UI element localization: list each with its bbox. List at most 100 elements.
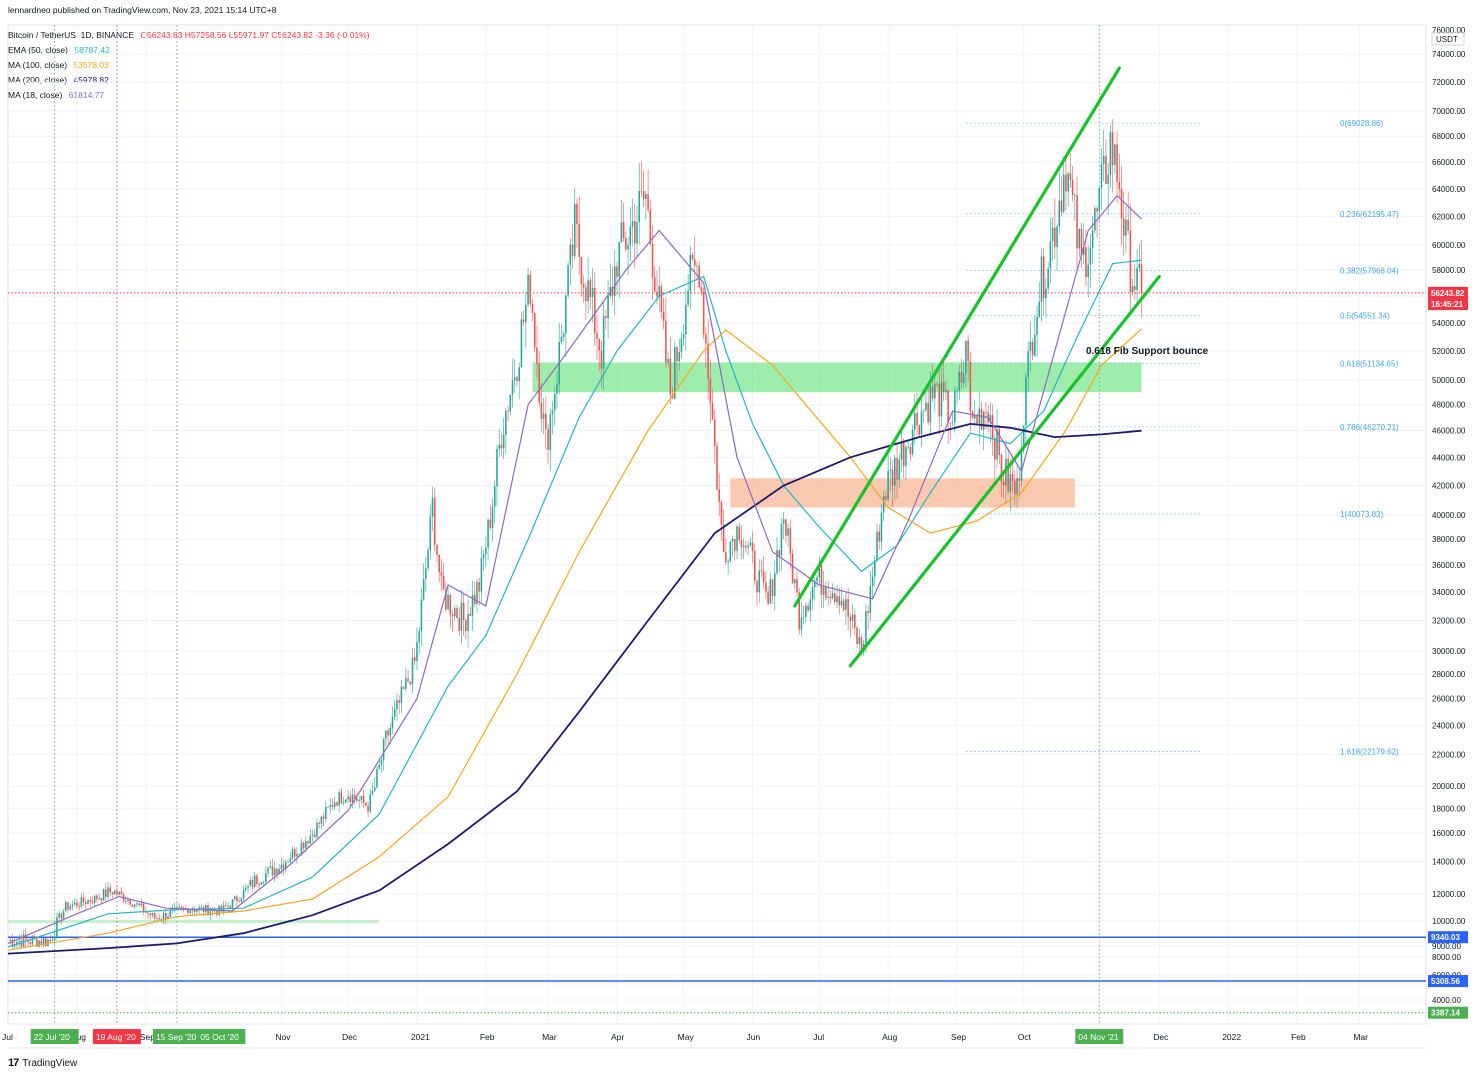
price-axis-tick-label: 24000.00 [1432, 721, 1466, 730]
candle-body [285, 862, 287, 869]
candle-body [329, 804, 332, 807]
price-axis-tick-label: 60000.00 [1432, 241, 1466, 250]
date-badge-label: 22 Jul '20 [34, 1032, 70, 1042]
candle-body [985, 411, 987, 413]
candle-body [82, 897, 85, 903]
candle-body [1036, 316, 1038, 335]
price-axis-tick-label: 70000.00 [1432, 107, 1466, 116]
candle-body [431, 498, 434, 517]
candle-body [465, 620, 467, 632]
candle-body [951, 422, 954, 424]
candle-body [451, 614, 454, 617]
candle-body [262, 882, 265, 884]
candle-body [413, 657, 416, 662]
candle-body [467, 614, 469, 632]
candle-body [918, 425, 921, 435]
indicator-label: MA (100, close) [8, 60, 68, 70]
candle-body [553, 393, 556, 411]
price-axis-tick-label: 30000.00 [1432, 647, 1466, 656]
candle-body [891, 469, 894, 486]
candle-body [365, 802, 367, 806]
candle-body [600, 350, 603, 369]
candle-body [765, 582, 767, 592]
candle-body [142, 903, 145, 912]
candle-body [533, 312, 536, 348]
price-axis-tick-label: 28000.00 [1432, 670, 1466, 679]
candle-body [962, 373, 965, 383]
candle-body [1116, 144, 1118, 182]
candle-body [894, 458, 896, 486]
candle-body [738, 526, 741, 541]
candle-body [476, 582, 478, 605]
candle-body [842, 600, 845, 610]
candle-body [238, 901, 240, 902]
candle-body [33, 936, 36, 939]
candle-body [1111, 132, 1114, 166]
candle-body [776, 550, 778, 574]
price-axis-tick-label: 12000.00 [1432, 890, 1466, 899]
candle-body [1080, 229, 1083, 256]
candle-body [822, 587, 825, 595]
time-axis-tick-label: Mar [1353, 1032, 1368, 1042]
candle-body [840, 600, 843, 606]
candle-body [989, 414, 992, 423]
candle-body [716, 445, 718, 490]
candle-body [1065, 174, 1067, 192]
candle-body [649, 209, 652, 244]
time-axis-tick-label: 2021 [411, 1032, 430, 1042]
candle-body [705, 334, 707, 344]
candle-body [249, 880, 252, 886]
candle-body [269, 866, 272, 868]
price-badge-label: 16:45:21 [1431, 300, 1464, 309]
candle-body [851, 614, 854, 621]
candle-body [658, 286, 660, 297]
candle-body [645, 194, 647, 199]
candle-body [427, 550, 429, 569]
candle-body [278, 869, 280, 874]
candle-body [751, 542, 754, 552]
candle-body [782, 519, 785, 524]
symbol-title[interactable]: Bitcoin / TetherUS, 1D, BINANCE [8, 30, 134, 40]
indicator-legend-ma18[interactable]: MA (18, close) 61814.77 [8, 88, 104, 103]
candle-body [1058, 200, 1061, 227]
candle-body [1011, 474, 1014, 481]
candle-body [974, 415, 976, 419]
candle-body [956, 390, 958, 392]
candle-body [1120, 188, 1123, 219]
candle-body [720, 501, 723, 525]
indicator-legend-ema50[interactable]: EMA (50, close) 58787.42 [8, 43, 110, 58]
candle-body [260, 882, 263, 885]
candle-body [922, 410, 925, 412]
time-axis-tick-label: Oct [1018, 1032, 1032, 1042]
candle-body [1105, 155, 1107, 184]
candle-body [187, 908, 189, 914]
candle-body [53, 936, 56, 941]
indicator-legend-ma200[interactable]: MA (200, close) 45978.82 [8, 73, 109, 88]
candle-body [673, 347, 676, 399]
candle-body [331, 804, 334, 807]
candle-body [429, 516, 432, 551]
candle-body [725, 552, 727, 562]
candle-body [398, 700, 400, 703]
candle-body [18, 940, 20, 942]
time-axis-tick-label: Mar [542, 1032, 557, 1042]
price-axis-tick-label: 18000.00 [1432, 804, 1466, 813]
candle-body [382, 738, 385, 760]
candle-body [358, 799, 360, 801]
indicator-legend-ma100[interactable]: MA (100, close) 53578.03 [8, 58, 109, 73]
grid-lines [7, 25, 1426, 1024]
price-badge [1428, 286, 1468, 299]
candle-body [602, 316, 605, 369]
candle-body [529, 274, 532, 304]
candle-body [38, 940, 40, 947]
candle-body [1027, 351, 1029, 378]
moving-average-line [7, 422, 1142, 955]
price-axis-tick-label: 62000.00 [1432, 212, 1466, 221]
date-badge [152, 1029, 201, 1044]
candle-body [565, 295, 567, 334]
candle-body [51, 940, 54, 941]
candle-body [1082, 247, 1085, 256]
candle-body [1038, 301, 1041, 317]
time-axis-tick-label: Feb [480, 1032, 495, 1042]
